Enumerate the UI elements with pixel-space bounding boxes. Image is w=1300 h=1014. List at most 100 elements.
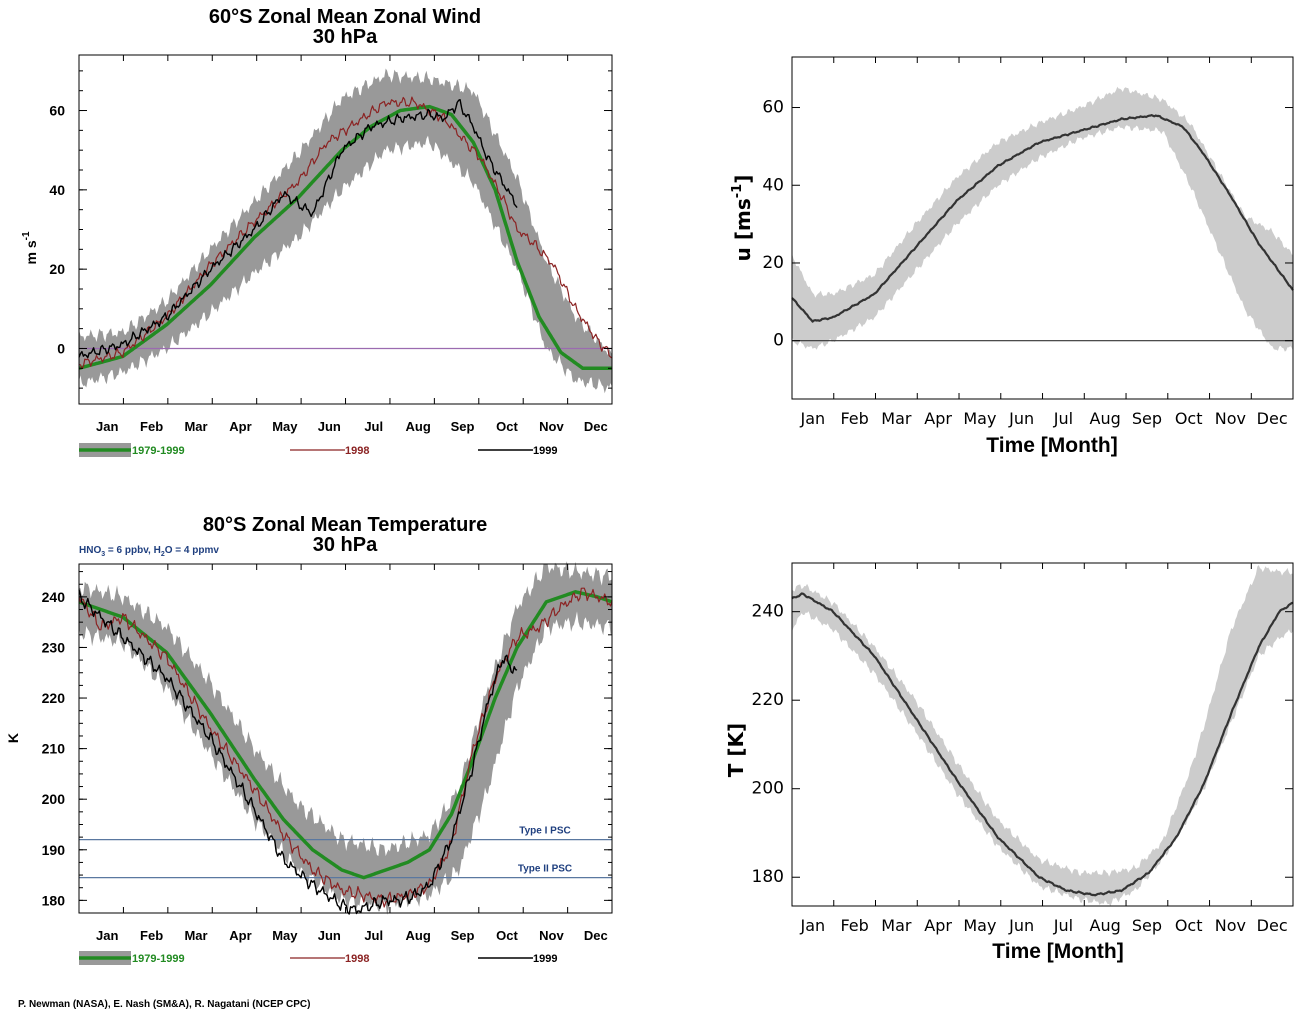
x-tick-label: Oct [496,419,518,434]
x-tick-label: Sep [451,928,475,943]
variability-band [792,86,1293,352]
y-tick-label: 20 [49,261,65,277]
x-tick-label: May [272,419,298,434]
x-tick-label: Jan [800,409,826,428]
x-tick-label: Nov [1215,409,1246,428]
svg-text:m s-1: m s-1 [21,231,39,264]
legend-label-1999: 1999 [533,445,557,457]
variability-band [79,561,612,915]
x-tick-label: Apr [229,419,251,434]
series-line-1998 [78,96,613,370]
x-tick-label: Nov [539,419,564,434]
x-tick-label: Sep [1132,409,1162,428]
t-xlabel: Time [Month] [992,940,1123,963]
x-tick-label: Jun [318,419,341,434]
x-tick-label: Feb [840,916,868,935]
x-tick-label: Feb [840,409,868,428]
x-tick-label: Aug [1090,916,1121,935]
wind-title: 60°S Zonal Mean Zonal Wind [209,6,481,28]
x-tick-label: Feb [140,928,163,943]
x-tick-label: Dec [584,928,608,943]
x-tick-label: Aug [406,928,431,943]
variability-band [792,565,1293,907]
y-tick-label: 40 [49,182,65,198]
y-tick-label: 200 [42,791,66,807]
x-tick-label: May [963,409,996,428]
x-tick-label: May [963,916,996,935]
x-tick-label: Jun [1008,916,1034,935]
y-tick-label: 180 [42,892,66,908]
y-tick-label: 20 [762,253,784,273]
series-line-1998 [78,587,613,908]
y-tick-label: 0 [773,331,784,351]
psc-label: Type II PSC [518,864,572,875]
x-tick-label: Aug [406,419,431,434]
y-tick-label: 0 [57,340,65,356]
wind-ylabel: m s-1 [21,231,39,264]
y-tick-label: 240 [752,602,784,622]
y-tick-label: 60 [762,98,784,118]
variability-band [79,68,612,394]
series-line-1979-1999 [78,104,613,371]
x-tick-label: Dec [1257,409,1288,428]
x-tick-label: Jul [1053,916,1073,935]
temp-note: HNO3 = 6 ppbv, H2O = 4 ppmv [79,545,219,558]
y-tick-label: 180 [752,867,784,887]
series-line-1999 [78,99,518,359]
x-tick-label: Nov [539,928,564,943]
x-tick-label: Mar [184,419,207,434]
y-tick-label: 190 [42,842,66,858]
x-tick-label: May [272,928,298,943]
y-tick-label: 210 [42,741,66,757]
x-tick-label: Jul [364,419,383,434]
y-tick-label: 220 [752,690,784,710]
x-tick-label: Nov [1215,916,1246,935]
series-line-mean [791,114,1294,323]
u-ylabel: u [ms-1] [730,175,755,262]
legend-label-1998: 1998 [345,445,369,457]
temp-title: 80°S Zonal Mean Temperature [203,514,487,536]
wind-subtitle: 30 hPa [313,26,378,48]
y-tick-label: 200 [752,779,784,799]
x-tick-label: Sep [451,419,475,434]
x-tick-label: Jul [364,928,383,943]
y-tick-label: 60 [49,103,65,119]
x-tick-label: Jan [96,928,118,943]
x-tick-label: Apr [924,916,952,935]
u-xlabel: Time [Month] [986,434,1117,457]
x-tick-label: Sep [1132,916,1162,935]
temp-subtitle: 30 hPa [313,534,378,556]
x-tick-label: Oct [496,928,518,943]
legend-label-1998: 1998 [345,953,369,965]
y-tick-label: 240 [42,589,66,605]
svg-text:u [ms-1]: u [ms-1] [730,175,755,262]
x-tick-label: Apr [229,928,251,943]
y-tick-label: 220 [42,690,66,706]
x-tick-label: Apr [924,409,952,428]
series-line-1999 [78,589,518,915]
series-line-1979-1999 [78,590,613,880]
legend-label-1979-1999: 1979-1999 [132,953,185,965]
x-tick-label: Oct [1175,409,1203,428]
x-tick-label: Feb [140,419,163,434]
x-tick-label: Jan [800,916,826,935]
x-tick-label: Mar [881,409,912,428]
series-line-mean [791,592,1294,897]
legend-label-1999: 1999 [533,953,557,965]
x-tick-label: Dec [1257,916,1288,935]
x-tick-label: Oct [1175,916,1203,935]
psc-label: Type I PSC [519,826,571,837]
t-ylabel: T [K] [724,723,748,777]
x-tick-label: Jun [318,928,341,943]
x-tick-label: Mar [881,916,912,935]
x-tick-label: Jul [1053,409,1073,428]
y-tick-label: 230 [42,639,66,655]
temp-ylabel: K [5,733,21,743]
x-tick-label: Dec [584,419,608,434]
credit-text: P. Newman (NASA), E. Nash (SM&A), R. Nag… [18,999,310,1010]
legend-label-1979-1999: 1979-1999 [132,445,185,457]
x-tick-label: Jan [96,419,118,434]
x-tick-label: Aug [1090,409,1121,428]
x-tick-label: Mar [184,928,207,943]
